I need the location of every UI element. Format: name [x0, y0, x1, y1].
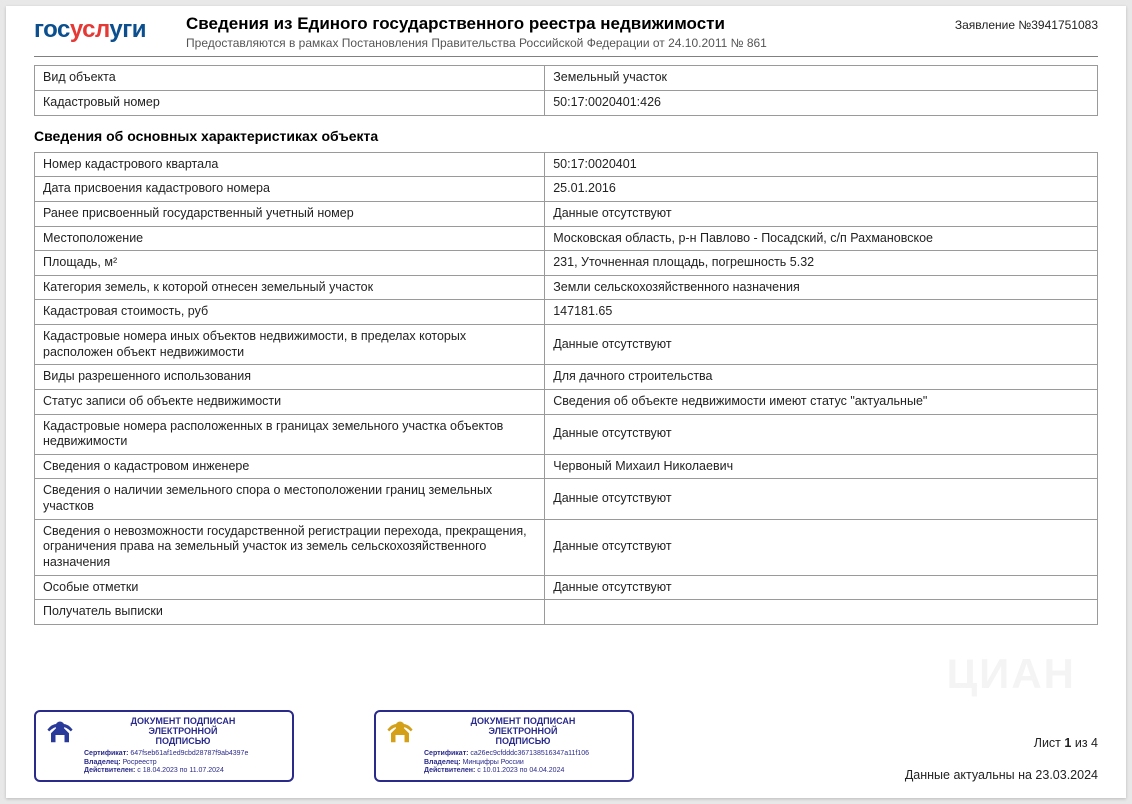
row-value: Данные отсутствуют	[545, 414, 1098, 454]
table-row: Статус записи об объекте недвижимостиСве…	[35, 389, 1098, 414]
row-value: 50:17:0020401	[545, 152, 1098, 177]
row-value: Московская область, р-н Павлово - Посадс…	[545, 226, 1098, 251]
row-value: Сведения об объекте недвижимости имеют с…	[545, 389, 1098, 414]
table-row: Кадастровые номера иных объектов недвижи…	[35, 325, 1098, 365]
signatures-container: ДОКУМЕНТ ПОДПИСАНЭЛЕКТРОННОЙПОДПИСЬЮ Серт…	[34, 710, 634, 782]
characteristics-table: Номер кадастрового квартала50:17:0020401…	[34, 152, 1098, 625]
table-row: Особые отметкиДанные отсутствуют	[35, 575, 1098, 600]
table-row: Кадастровый номер50:17:0020401:426	[35, 91, 1098, 116]
row-label: Получатель выписки	[35, 600, 545, 625]
page-total: 4	[1091, 736, 1098, 750]
row-label: Кадастровые номера расположенных в грани…	[35, 414, 545, 454]
emblem-icon	[382, 717, 418, 753]
document-page: госуслуги Сведения из Единого государств…	[6, 6, 1126, 798]
row-value: Данные отсутствуют	[545, 519, 1098, 575]
row-value: Червоный Михаил Николаевич	[545, 454, 1098, 479]
gosuslugi-logo: госуслуги	[34, 14, 146, 44]
header-center: Сведения из Единого государственного рее…	[186, 14, 955, 50]
row-label: Дата присвоения кадастрового номера	[35, 177, 545, 202]
table-row: Номер кадастрового квартала50:17:0020401	[35, 152, 1098, 177]
logo-part-usl: усл	[70, 16, 110, 43]
signature-owner: Владелец: Росреестр	[84, 759, 282, 768]
signature-cert: Сертификат: 647fseb61af1ed9cbd28787f9ab4…	[84, 750, 282, 759]
row-label: Кадастровая стоимость, руб	[35, 300, 545, 325]
row-label: Сведения о наличии земельного спора о ме…	[35, 479, 545, 519]
application-number-value: 3941751083	[1031, 18, 1098, 32]
row-label: Кадастровые номера иных объектов недвижи…	[35, 325, 545, 365]
row-value: Данные отсутствуют	[545, 479, 1098, 519]
row-label: Сведения о кадастровом инженере	[35, 454, 545, 479]
page-of: из	[1075, 736, 1088, 750]
signature-owner: Владелец: Минцифры России	[424, 759, 622, 768]
page-current: 1	[1064, 736, 1071, 750]
row-value: Данные отсутствуют	[545, 201, 1098, 226]
row-label: Особые отметки	[35, 575, 545, 600]
object-id-table: Вид объектаЗемельный участокКадастровый …	[34, 65, 1098, 115]
table-row: Сведения о невозможности государственной…	[35, 519, 1098, 575]
application-label: Заявление №	[955, 18, 1031, 32]
emblem-icon	[42, 717, 78, 753]
page-label: Лист	[1034, 736, 1061, 750]
row-value: Для дачного строительства	[545, 365, 1098, 390]
signature-valid: Действителен: с 10.01.2023 по 04.04.2024	[424, 767, 622, 776]
row-value: 50:17:0020401:426	[545, 91, 1098, 116]
row-label: Сведения о невозможности государственной…	[35, 519, 545, 575]
footer-right: Лист 1 из 4 Данные актуальны на 23.03.20…	[905, 736, 1098, 782]
footer: ДОКУМЕНТ ПОДПИСАНЭЛЕКТРОННОЙПОДПИСЬЮ Серт…	[34, 690, 1098, 782]
document-header: госуслуги Сведения из Единого государств…	[34, 14, 1098, 57]
row-label: Площадь, м²	[35, 251, 545, 276]
row-value: Данные отсутствуют	[545, 575, 1098, 600]
table-row: Сведения о кадастровом инженереЧервоный …	[35, 454, 1098, 479]
row-value: Земельный участок	[545, 66, 1098, 91]
row-label: Номер кадастрового квартала	[35, 152, 545, 177]
signature-valid: Действителен: с 18.04.2023 по 11.07.2024	[84, 767, 282, 776]
row-label: Категория земель, к которой отнесен земе…	[35, 275, 545, 300]
page-title: Сведения из Единого государственного рее…	[186, 14, 955, 34]
row-value: 147181.65	[545, 300, 1098, 325]
application-number: Заявление №3941751083	[955, 14, 1098, 32]
row-label: Местоположение	[35, 226, 545, 251]
signature-cert: Сертификат: ca26ec9cfdddc367138516347a11…	[424, 750, 622, 759]
row-value: 25.01.2016	[545, 177, 1098, 202]
table-row: Вид объектаЗемельный участок	[35, 66, 1098, 91]
row-value	[545, 600, 1098, 625]
table-row: МестоположениеМосковская область, р-н Па…	[35, 226, 1098, 251]
row-value: 231, Уточненная площадь, погрешность 5.3…	[545, 251, 1098, 276]
row-label: Статус записи об объекте недвижимости	[35, 389, 545, 414]
row-value: Данные отсутствуют	[545, 325, 1098, 365]
logo-part-ugi: уги	[109, 16, 146, 43]
table-row: Кадастровая стоимость, руб147181.65	[35, 300, 1098, 325]
signature-text: ДОКУМЕНТ ПОДПИСАНЭЛЕКТРОННОЙПОДПИСЬЮ Серт…	[84, 717, 282, 776]
table-row: Получатель выписки	[35, 600, 1098, 625]
signature-box: ДОКУМЕНТ ПОДПИСАНЭЛЕКТРОННОЙПОДПИСЬЮ Серт…	[374, 710, 634, 782]
row-value: Земли сельскохозяйственного назначения	[545, 275, 1098, 300]
signature-text: ДОКУМЕНТ ПОДПИСАНЭЛЕКТРОННОЙПОДПИСЬЮ Серт…	[424, 717, 622, 776]
table-row: Дата присвоения кадастрового номера25.01…	[35, 177, 1098, 202]
page-subtitle: Предоставляются в рамках Постановления П…	[186, 36, 955, 50]
signature-box: ДОКУМЕНТ ПОДПИСАНЭЛЕКТРОННОЙПОДПИСЬЮ Серт…	[34, 710, 294, 782]
logo-part-gos: гос	[34, 16, 70, 43]
table-row: Площадь, м²231, Уточненная площадь, погр…	[35, 251, 1098, 276]
row-label: Кадастровый номер	[35, 91, 545, 116]
section-title: Сведения об основных характеристиках объ…	[34, 128, 1098, 144]
table-row: Категория земель, к которой отнесен земе…	[35, 275, 1098, 300]
table-row: Сведения о наличии земельного спора о ме…	[35, 479, 1098, 519]
signature-title: ДОКУМЕНТ ПОДПИСАНЭЛЕКТРОННОЙПОДПИСЬЮ	[84, 717, 282, 747]
table-row: Кадастровые номера расположенных в грани…	[35, 414, 1098, 454]
row-label: Вид объекта	[35, 66, 545, 91]
signature-title: ДОКУМЕНТ ПОДПИСАНЭЛЕКТРОННОЙПОДПИСЬЮ	[424, 717, 622, 747]
row-label: Виды разрешенного использования	[35, 365, 545, 390]
row-label: Ранее присвоенный государственный учетны…	[35, 201, 545, 226]
page-info: Лист 1 из 4	[905, 736, 1098, 750]
table-row: Виды разрешенного использованияДля дачно…	[35, 365, 1098, 390]
table-row: Ранее присвоенный государственный учетны…	[35, 201, 1098, 226]
data-actual-date: Данные актуальны на 23.03.2024	[905, 768, 1098, 782]
